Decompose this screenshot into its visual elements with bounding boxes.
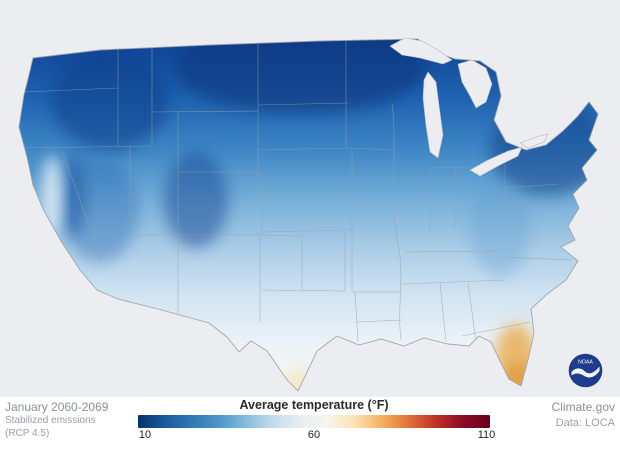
noaa-logo-text: NOAA <box>578 360 593 366</box>
caption-period: January 2060-2069 <box>5 400 109 414</box>
caption-scenario-line2: (RCP 4.5) <box>5 427 50 439</box>
lake-erie <box>469 146 523 177</box>
us-temperature-map <box>18 37 599 392</box>
colorbar-title: Average temperature (°F) <box>239 398 389 412</box>
attribution-block: Climate.gov Data: LOCA <box>552 400 615 430</box>
lake-michigan <box>422 71 444 159</box>
colorbar-tick-mid: 60 <box>307 429 321 441</box>
us-outline <box>18 38 599 392</box>
colorbar <box>138 415 490 428</box>
caption-block: January 2060-2069 Stabilized emissions (… <box>5 400 108 440</box>
colorbar-ticks: 10 60 110 <box>138 428 495 443</box>
colorbar-tick-max: 110 <box>477 429 496 441</box>
noaa-logo: NOAA <box>568 353 603 388</box>
attribution-source: Climate.gov <box>551 400 615 414</box>
attribution-data: Data: LOCA <box>555 416 615 429</box>
colorbar-tick-min: 10 <box>138 429 152 441</box>
state-borders <box>19 41 573 343</box>
lake-superior <box>389 37 453 65</box>
temperature-raster <box>19 39 598 391</box>
lake-ontario <box>519 133 549 149</box>
colorbar-legend: Average temperature (°F) 10 60 110 <box>138 398 495 443</box>
legend-bar: January 2060-2069 Stabilized emissions (… <box>0 397 620 450</box>
lake-huron <box>457 59 493 109</box>
map-area <box>0 0 620 397</box>
noaa-bird-icon <box>571 366 600 378</box>
caption-scenario-line1: Stabilized emissions <box>5 415 96 426</box>
great-lakes <box>389 37 549 177</box>
